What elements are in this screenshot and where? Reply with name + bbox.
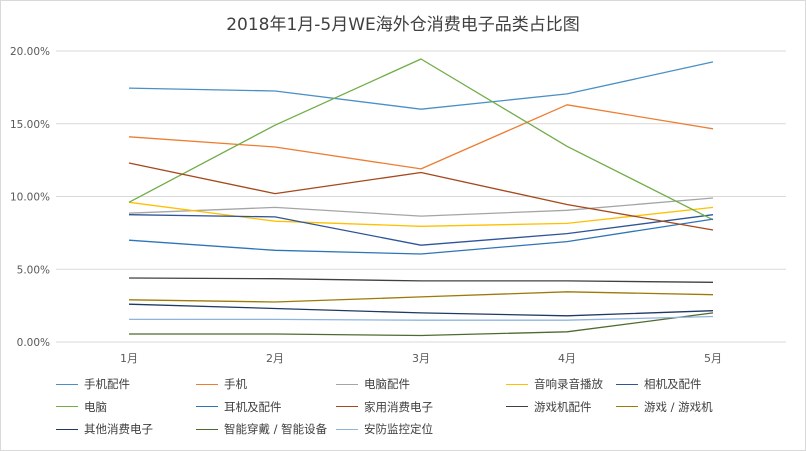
y-tick-label: 5.00%	[17, 264, 50, 276]
legend-item: 手机配件	[56, 375, 130, 393]
legend-label: 电脑	[84, 399, 107, 414]
series-line-4	[128, 201, 714, 227]
legend-label: 安防监控定位	[364, 422, 433, 436]
legend-item: 电脑配件	[336, 375, 410, 393]
legend-item: 安防监控定位	[336, 420, 433, 438]
legend-item: 游戏机配件	[506, 398, 592, 416]
legend-swatch	[336, 406, 358, 407]
legend-item: 智能穿戴 / 智能设备	[196, 420, 327, 438]
legend-label: 家用消费电子	[364, 399, 433, 414]
legend-label: 耳机及配件	[224, 399, 282, 414]
legend-label: 游戏机配件	[534, 399, 592, 414]
legend-swatch	[56, 383, 78, 385]
legend-swatch	[56, 406, 78, 407]
legend-swatch	[506, 383, 528, 385]
legend-swatch	[506, 406, 528, 407]
legend-label: 游戏 / 游戏机	[644, 399, 713, 414]
legend-swatch	[336, 428, 358, 430]
series-line-10	[128, 291, 714, 303]
legend-label: 手机配件	[84, 377, 130, 391]
legend-item: 游戏 / 游戏机	[616, 398, 713, 416]
legend-item: 相机及配件	[616, 375, 702, 393]
legend-label: 电脑配件	[364, 377, 410, 391]
legend-label: 智能穿戴 / 智能设备	[224, 422, 328, 436]
legend-label: 音响录音播放	[534, 377, 603, 391]
legend-label: 其他消费电子	[84, 422, 153, 436]
series-line-6	[128, 58, 714, 221]
series-line-1	[128, 61, 714, 110]
legend-item: 手机	[196, 375, 247, 393]
series-line-9	[128, 277, 714, 283]
chart-title: 2018年1月-5月WE海外仓消费电子品类占比图	[226, 15, 580, 35]
y-tick-label: 0.00%	[17, 337, 50, 349]
legend-item: 其他消费电子	[56, 420, 153, 438]
series-line-2	[128, 104, 714, 170]
series-line-5	[128, 214, 714, 246]
series-line-7	[128, 218, 714, 255]
x-tick-label: 3月	[412, 352, 430, 365]
series-line-8	[128, 162, 714, 231]
y-tick-label: 20.00%	[10, 46, 50, 58]
series-line-13	[129, 315, 714, 321]
x-tick-label: 4月	[558, 352, 576, 365]
series-line-11	[128, 303, 714, 317]
x-tick-label: 2月	[266, 352, 284, 365]
x-tick-label: 5月	[704, 352, 722, 365]
legend-label: 相机及配件	[644, 377, 702, 391]
legend-swatch	[616, 383, 638, 385]
x-tick-label: 1月	[120, 352, 138, 365]
series-line-3	[128, 197, 714, 217]
legend-item: 耳机及配件	[196, 398, 282, 416]
legend-swatch	[336, 383, 358, 385]
legend-swatch	[196, 406, 218, 407]
y-tick-label: 10.00%	[10, 192, 50, 204]
legend-swatch	[196, 383, 218, 385]
legend-label: 手机	[224, 377, 247, 391]
legend-item: 电脑	[56, 398, 107, 416]
legend-swatch	[56, 428, 78, 430]
legend-swatch	[196, 428, 218, 430]
legend-item: 家用消费电子	[336, 398, 433, 416]
legend-item: 音响录音播放	[506, 375, 603, 393]
y-tick-label: 15.00%	[10, 119, 50, 131]
legend-swatch	[616, 406, 638, 407]
series-line-12	[129, 312, 714, 337]
